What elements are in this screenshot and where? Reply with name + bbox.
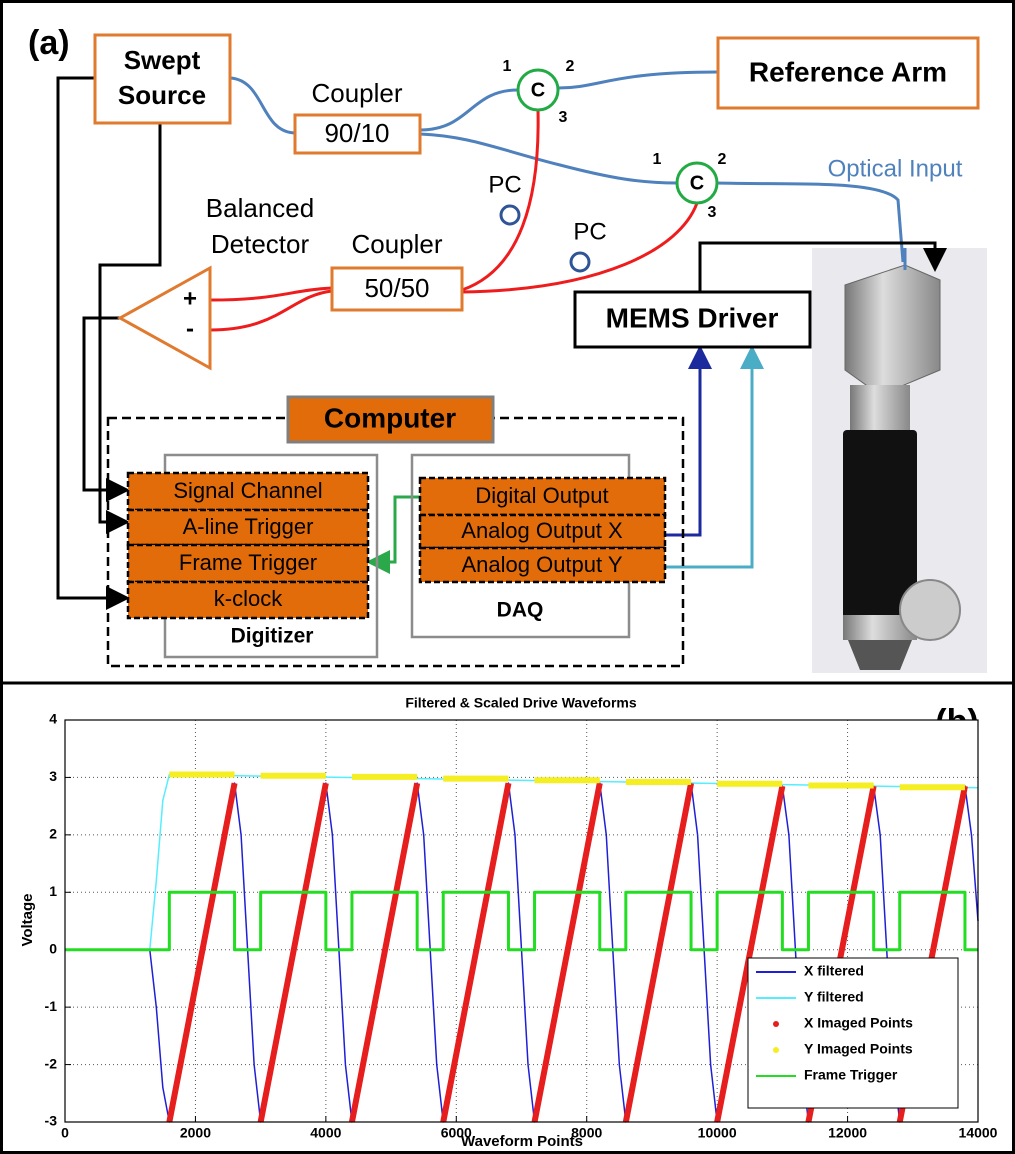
x-tick-label: 8000 xyxy=(571,1125,602,1141)
port-label: 1 xyxy=(653,151,662,168)
detector-label: Detector xyxy=(211,229,310,259)
coupler-title: Coupler xyxy=(311,78,402,108)
x-tick-label: 12000 xyxy=(828,1125,867,1141)
coupler-ratio: 50/50 xyxy=(364,273,429,303)
port-label: 1 xyxy=(503,58,512,75)
source-label: Source xyxy=(118,80,206,110)
detector-input: + xyxy=(183,285,197,312)
x-tick-label: 2000 xyxy=(180,1125,211,1141)
x-tick-label: 0 xyxy=(61,1125,69,1141)
legend-label: X Imaged Points xyxy=(804,1015,913,1031)
coupler-ratio: 90/10 xyxy=(324,118,389,148)
legend-box xyxy=(748,958,958,1108)
x-tick-label: 14000 xyxy=(959,1125,998,1141)
reference-label: Reference Arm xyxy=(749,56,947,87)
probe-photo xyxy=(812,248,987,673)
x-axis-label: Waveform Points xyxy=(461,1133,583,1150)
detector-label: Balanced xyxy=(206,193,314,223)
panel-label: (a) xyxy=(28,24,70,62)
figure: (a) Swept Source Coupler 90/10 C 1 2 3 C… xyxy=(0,0,1015,1154)
coupler-title: Coupler xyxy=(351,229,442,259)
optical-input-label: Optical Input xyxy=(828,155,963,182)
y-tick-label: 4 xyxy=(49,711,57,727)
y-tick-label: 2 xyxy=(49,826,57,842)
y-tick-label: 3 xyxy=(49,768,57,784)
y-tick-label: 0 xyxy=(49,940,57,956)
y-axis-label: Voltage xyxy=(19,893,36,946)
chart-title: Filtered & Scaled Drive Waveforms xyxy=(405,695,637,711)
circulator-symbol: C xyxy=(690,172,704,194)
port-label: 3 xyxy=(708,204,717,221)
x-tick-label: 4000 xyxy=(310,1125,341,1141)
port-label: 2 xyxy=(718,151,727,168)
pc-label: PC xyxy=(573,218,606,245)
y-tick-label: -3 xyxy=(45,1113,58,1129)
legend-swatch xyxy=(773,1047,779,1053)
port-label: 2 xyxy=(566,58,575,75)
daq-label: DAQ xyxy=(497,599,544,622)
mems-label: MEMS Driver xyxy=(606,302,779,333)
digitizer-label: Digitizer xyxy=(231,625,314,648)
x-tick-label: 10000 xyxy=(698,1125,737,1141)
channel-label: Analog Output X xyxy=(461,518,623,543)
computer-label: Computer xyxy=(324,402,456,433)
x-tick-label: 6000 xyxy=(441,1125,472,1141)
circulator-symbol: C xyxy=(531,79,545,101)
y-tick-label: 1 xyxy=(49,883,57,899)
y-tick-label: -1 xyxy=(45,998,58,1014)
channel-label: k-clock xyxy=(214,586,283,611)
legend-swatch xyxy=(773,1021,779,1027)
channel-label: Digital Output xyxy=(475,483,608,508)
legend-label: Y filtered xyxy=(804,989,864,1005)
pc-label: PC xyxy=(488,171,521,198)
source-label: Swept xyxy=(124,45,201,75)
legend-label: X filtered xyxy=(804,963,864,979)
channel-label: Frame Trigger xyxy=(179,550,317,575)
channel-label: Signal Channel xyxy=(173,478,322,503)
channel-label: Analog Output Y xyxy=(461,552,622,577)
panel-b: Filtered & Scaled Drive Waveforms (b) Wa… xyxy=(19,695,998,1150)
legend-label: Y Imaged Points xyxy=(804,1041,913,1057)
legend-label: Frame Trigger xyxy=(804,1067,898,1083)
detector-input: - xyxy=(186,315,194,342)
port-label: 3 xyxy=(559,109,568,126)
page: {"diagram": {"label": "(a)", "swept_sour… xyxy=(0,0,1015,1154)
channel-label: A-line Trigger xyxy=(183,514,314,539)
y-tick-label: -2 xyxy=(45,1055,58,1071)
